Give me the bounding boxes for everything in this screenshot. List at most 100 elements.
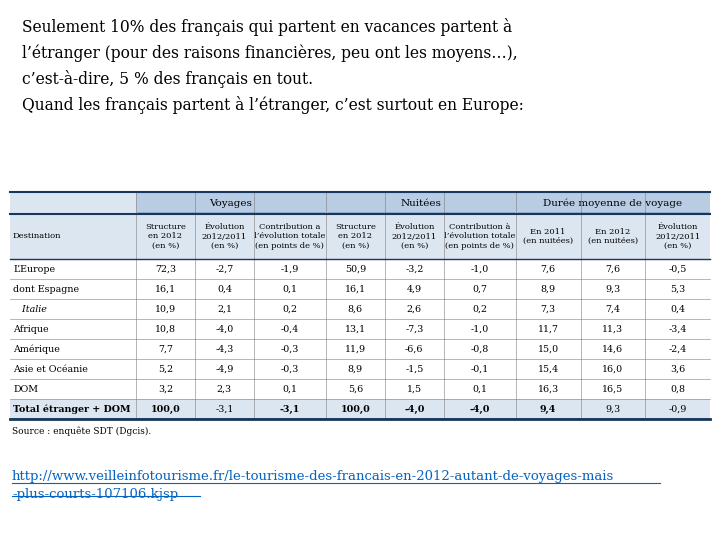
Text: 72,3: 72,3 <box>155 265 176 273</box>
Text: 2,3: 2,3 <box>217 384 232 394</box>
Text: -0,5: -0,5 <box>668 265 687 273</box>
Text: 0,1: 0,1 <box>282 285 297 294</box>
Bar <box>645 214 710 259</box>
Text: 8,9: 8,9 <box>348 364 363 374</box>
Text: 9,3: 9,3 <box>606 404 621 414</box>
Text: 8,9: 8,9 <box>541 285 556 294</box>
Text: 0,1: 0,1 <box>472 384 487 394</box>
Text: 1,5: 1,5 <box>407 384 422 394</box>
Text: 2,6: 2,6 <box>407 305 422 314</box>
Text: 4,9: 4,9 <box>407 285 422 294</box>
Bar <box>10 339 710 359</box>
Text: 8,6: 8,6 <box>348 305 363 314</box>
Text: 13,1: 13,1 <box>345 325 366 334</box>
Text: 11,3: 11,3 <box>603 325 624 334</box>
Bar <box>516 214 580 259</box>
Text: -3,2: -3,2 <box>405 265 423 273</box>
Text: 11,9: 11,9 <box>345 345 366 354</box>
Text: 15,0: 15,0 <box>538 345 559 354</box>
Text: Italie: Italie <box>13 305 47 314</box>
Text: Structure
en 2012
(en %): Structure en 2012 (en %) <box>335 224 376 249</box>
Text: En 2012
(en nuitées): En 2012 (en nuitées) <box>588 228 638 245</box>
Text: 5,2: 5,2 <box>158 364 173 374</box>
Text: -4,0: -4,0 <box>469 404 490 414</box>
Text: 16,5: 16,5 <box>602 384 624 394</box>
Text: Source : enquête SDT (Dgcis).: Source : enquête SDT (Dgcis). <box>12 427 151 436</box>
Bar <box>136 192 326 214</box>
Text: Évolution
2012/2011
(en %): Évolution 2012/2011 (en %) <box>392 224 437 249</box>
Bar <box>10 192 136 214</box>
Text: -4,0: -4,0 <box>215 325 233 334</box>
Text: 0,2: 0,2 <box>472 305 487 314</box>
Text: -6,6: -6,6 <box>405 345 423 354</box>
Text: 7,4: 7,4 <box>606 305 621 314</box>
Text: -1,0: -1,0 <box>471 325 489 334</box>
Text: -3,4: -3,4 <box>668 325 687 334</box>
Text: 0,1: 0,1 <box>282 384 297 394</box>
Text: Évolution
2012/2011
(en %): Évolution 2012/2011 (en %) <box>655 224 701 249</box>
Text: Nuitées: Nuitées <box>400 199 441 207</box>
Text: 5,6: 5,6 <box>348 384 363 394</box>
Text: Destination: Destination <box>13 233 61 240</box>
Text: 0,4: 0,4 <box>670 305 685 314</box>
Text: -0,3: -0,3 <box>281 364 299 374</box>
Text: -3,1: -3,1 <box>215 404 233 414</box>
Bar <box>326 214 384 259</box>
Text: 7,6: 7,6 <box>606 265 621 273</box>
Text: Évolution
2012/2011
(en %): Évolution 2012/2011 (en %) <box>202 224 247 249</box>
Text: 0,2: 0,2 <box>282 305 297 314</box>
Text: 100,0: 100,0 <box>150 404 180 414</box>
Text: 9,4: 9,4 <box>540 404 557 414</box>
Text: Amérique: Amérique <box>13 345 60 354</box>
Text: 0,8: 0,8 <box>670 384 685 394</box>
Text: -3,1: -3,1 <box>279 404 300 414</box>
Text: 2,1: 2,1 <box>217 305 232 314</box>
Text: -1,5: -1,5 <box>405 364 423 374</box>
Text: L’Europe: L’Europe <box>13 265 55 273</box>
Bar <box>10 399 710 419</box>
Text: 50,9: 50,9 <box>345 265 366 273</box>
Bar <box>384 214 444 259</box>
Text: -4,0: -4,0 <box>404 404 425 414</box>
Bar <box>136 214 195 259</box>
Text: Afrique: Afrique <box>13 325 49 334</box>
Text: -4,3: -4,3 <box>215 345 233 354</box>
Text: 9,3: 9,3 <box>606 285 621 294</box>
Bar <box>580 214 645 259</box>
Text: 7,3: 7,3 <box>541 305 556 314</box>
Text: 11,7: 11,7 <box>538 325 559 334</box>
Bar <box>444 214 516 259</box>
Text: 16,1: 16,1 <box>345 285 366 294</box>
Text: -2,7: -2,7 <box>215 265 233 273</box>
Text: 5,3: 5,3 <box>670 285 685 294</box>
Bar <box>195 214 254 259</box>
Text: -0,3: -0,3 <box>281 345 299 354</box>
Text: 3,6: 3,6 <box>670 364 685 374</box>
Text: -0,4: -0,4 <box>281 325 299 334</box>
Bar <box>10 214 136 259</box>
Text: 7,7: 7,7 <box>158 345 173 354</box>
Text: 7,6: 7,6 <box>541 265 556 273</box>
Text: Asie et Océanie: Asie et Océanie <box>13 364 88 374</box>
Text: 14,6: 14,6 <box>603 345 624 354</box>
Bar <box>516 192 710 214</box>
Text: -0,8: -0,8 <box>471 345 489 354</box>
Text: http://www.veilleinfotourisme.fr/le-tourisme-des-francais-en-2012-autant-de-voya: http://www.veilleinfotourisme.fr/le-tour… <box>12 470 614 501</box>
Text: -0,1: -0,1 <box>471 364 489 374</box>
Text: 16,0: 16,0 <box>603 364 624 374</box>
Bar <box>10 319 710 339</box>
Text: -0,9: -0,9 <box>668 404 687 414</box>
Text: Contribution a
l’évolution totale
(en points de %): Contribution a l’évolution totale (en po… <box>254 224 325 249</box>
Text: Voyages: Voyages <box>210 199 252 207</box>
Text: Contribution à
l’évolution totale
(en points de %): Contribution à l’évolution totale (en po… <box>444 224 516 249</box>
Text: 16,3: 16,3 <box>538 384 559 394</box>
Text: En 2011
(en nuitées): En 2011 (en nuitées) <box>523 228 573 245</box>
Text: -1,0: -1,0 <box>471 265 489 273</box>
Text: 3,2: 3,2 <box>158 384 173 394</box>
Bar <box>10 379 710 399</box>
Text: 0,4: 0,4 <box>217 285 232 294</box>
Bar <box>10 259 710 279</box>
Text: Structure
en 2012
(en %): Structure en 2012 (en %) <box>145 224 186 249</box>
Text: -7,3: -7,3 <box>405 325 423 334</box>
Text: 10,9: 10,9 <box>155 305 176 314</box>
